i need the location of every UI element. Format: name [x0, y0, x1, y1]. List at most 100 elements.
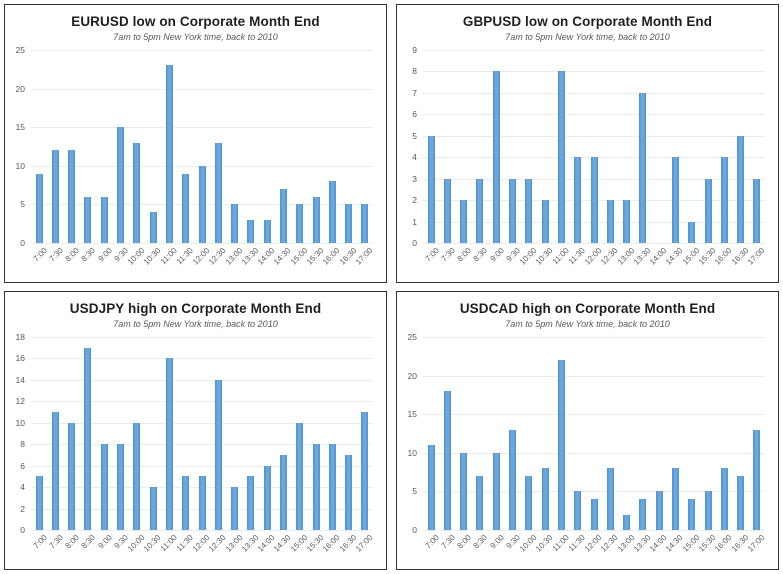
y-tick-label: 7 — [412, 87, 417, 98]
gridline — [423, 530, 765, 531]
y-tick-label: 25 — [407, 332, 417, 342]
bar — [35, 173, 43, 243]
gridline — [31, 530, 373, 531]
bar — [590, 157, 598, 243]
gridline — [423, 71, 765, 73]
y-axis: 0 5 10 15 20 25 — [397, 332, 423, 535]
plot-area — [31, 50, 373, 244]
y-tick-label: 8 — [412, 66, 417, 77]
gridline — [31, 379, 373, 381]
y-tick-label: 0 — [412, 525, 417, 535]
bar — [443, 391, 451, 530]
gridline — [31, 50, 373, 51]
y-tick-label: 15 — [407, 409, 417, 420]
chart-title: USDCAD high on Corporate Month End — [459, 301, 716, 316]
bar — [84, 196, 92, 243]
bar — [623, 200, 631, 243]
bar — [279, 188, 287, 243]
gridline — [423, 114, 765, 116]
chart-panel-eurusd-low: EURUSD low on Corporate Month End 7am to… — [4, 4, 387, 283]
bar — [312, 196, 320, 243]
bar — [737, 135, 745, 243]
bar — [182, 173, 190, 243]
bar — [345, 204, 353, 243]
bar — [328, 444, 336, 530]
bar — [214, 142, 222, 243]
bar — [427, 135, 435, 243]
bar — [460, 452, 468, 530]
y-tick-label: 0 — [20, 238, 25, 248]
bar — [720, 157, 728, 243]
chart-subtitle: 7am to 5pm New York time, back to 2010 — [113, 32, 278, 42]
bar — [214, 379, 222, 530]
bar — [476, 475, 484, 530]
chart-area: 0 1 2 3 4 5 6 7 8 9 7:00 7:30 8:00 8:30 9:00 9:30 10:00… — [397, 45, 778, 279]
gridline — [423, 375, 765, 377]
gridline — [423, 50, 765, 51]
bar — [51, 412, 59, 530]
bar — [541, 200, 549, 243]
bar — [84, 347, 92, 530]
gridline — [423, 414, 765, 416]
bar — [100, 444, 108, 530]
gridline — [31, 358, 373, 360]
bar — [35, 476, 43, 530]
bar — [525, 475, 533, 530]
bar — [509, 429, 517, 530]
bar — [688, 221, 696, 243]
bar — [279, 454, 287, 530]
bar — [623, 514, 631, 530]
bar — [231, 204, 239, 243]
bar — [737, 475, 745, 530]
gridline — [423, 135, 765, 137]
gridline — [31, 465, 373, 467]
gridline — [423, 491, 765, 493]
bar — [557, 360, 565, 530]
bar — [312, 444, 320, 530]
plot-area — [31, 337, 373, 531]
bar — [296, 204, 304, 243]
bar — [753, 178, 761, 243]
bar — [492, 452, 500, 530]
y-tick-label: 4 — [20, 482, 25, 493]
bar — [688, 499, 696, 530]
chart-area: 0 5 10 15 20 25 7:00 7:30 8:00 8:30 9:00 9:30 10:00… — [5, 45, 386, 279]
bar — [345, 454, 353, 530]
bar — [574, 157, 582, 243]
y-tick-label: 6 — [412, 109, 417, 120]
bar — [100, 196, 108, 243]
bar — [231, 487, 239, 530]
bar — [263, 465, 271, 530]
y-tick-label: 5 — [20, 199, 25, 210]
bar — [361, 412, 369, 530]
bar — [443, 178, 451, 243]
bar — [117, 444, 125, 530]
chart-subtitle: 7am to 5pm New York time, back to 2010 — [505, 32, 670, 42]
chart-panel-gbpusd-low: GBPUSD low on Corporate Month End 7am to… — [396, 4, 779, 283]
gridline — [31, 337, 373, 338]
x-axis: 7:00 7:30 8:00 8:30 9:00 9:30 10:00 10:30 11:00 1… — [31, 533, 375, 554]
gridline — [31, 88, 373, 90]
bar — [263, 219, 271, 243]
y-tick-label: 10 — [15, 160, 25, 171]
chart-panel-usdcad-high: USDCAD high on Corporate Month End 7am t… — [396, 291, 779, 570]
chart-subtitle: 7am to 5pm New York time, back to 2010 — [505, 319, 670, 329]
y-tick-label: 25 — [15, 45, 25, 55]
bar — [247, 476, 255, 530]
y-tick-label: 2 — [412, 195, 417, 206]
plot-area — [423, 337, 765, 531]
x-axis: 7:00 7:30 8:00 8:30 9:00 9:30 10:00 10:30 11:00 1… — [31, 246, 375, 267]
gridline — [423, 452, 765, 454]
y-tick-label: 10 — [407, 447, 417, 458]
bar — [247, 219, 255, 243]
chart-title: EURUSD low on Corporate Month End — [71, 14, 320, 29]
y-tick-label: 4 — [412, 152, 417, 163]
bar — [671, 468, 679, 530]
bar — [704, 491, 712, 530]
y-tick-label: 5 — [412, 486, 417, 497]
bar — [296, 422, 304, 530]
bar — [51, 150, 59, 243]
bar — [133, 142, 141, 243]
bar — [165, 358, 173, 530]
bar — [606, 200, 614, 243]
